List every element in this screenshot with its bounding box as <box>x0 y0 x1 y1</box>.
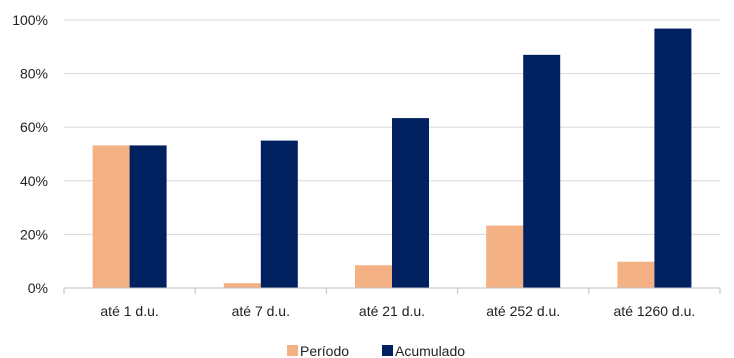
x-tick-label: até 252 d.u. <box>486 303 560 319</box>
y-tick-label: 60% <box>20 119 48 135</box>
bar-periodo-4 <box>617 261 655 288</box>
bar-acumulado-4 <box>654 28 692 289</box>
x-tick-label: até 1260 d.u. <box>614 303 696 319</box>
bar-periodo-0 <box>92 145 130 288</box>
legend-swatch-periodo <box>287 345 298 356</box>
bar-periodo-2 <box>355 265 392 288</box>
legend-label-acumulado: Acumulado <box>395 343 465 358</box>
y-tick-label: 100% <box>12 12 48 28</box>
legend: Período Acumulado <box>287 343 465 358</box>
x-axis-labels: até 1 d.u. até 7 d.u. até 21 d.u. até 252 d… <box>100 303 695 319</box>
y-tick-label: 80% <box>20 66 48 82</box>
y-tick-label: 40% <box>20 173 48 189</box>
legend-swatch-acumulado <box>382 345 393 356</box>
bar-acumulado-0 <box>129 145 167 288</box>
x-tick-label: até 7 d.u. <box>232 303 290 319</box>
legend-label-periodo: Período <box>300 343 349 358</box>
bar-periodo-1 <box>223 283 261 288</box>
bar-acumulado-2 <box>392 118 429 288</box>
bar-periodo-3 <box>486 225 524 288</box>
x-tick-label: até 1 d.u. <box>100 303 158 319</box>
bars <box>92 28 692 289</box>
y-tick-label: 0% <box>28 280 48 296</box>
bar-acumulado-1 <box>260 140 298 288</box>
x-tick-label: até 21 d.u. <box>359 303 425 319</box>
x-axis <box>63 287 721 294</box>
bar-acumulado-3 <box>523 54 561 289</box>
y-tick-label: 20% <box>20 226 48 242</box>
y-axis-labels: 0% 20% 40% 60% 80% 100% <box>12 12 48 296</box>
